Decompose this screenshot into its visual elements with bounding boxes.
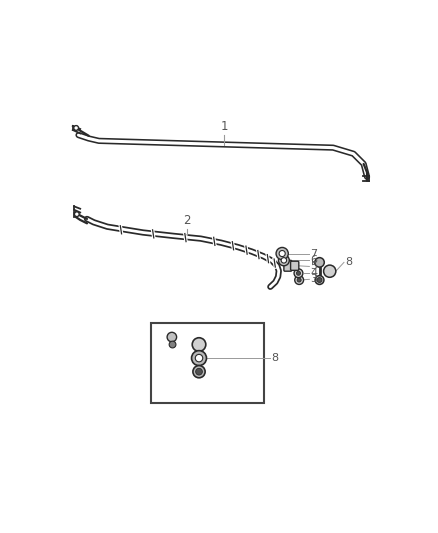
Circle shape bbox=[193, 366, 205, 378]
Circle shape bbox=[315, 257, 324, 267]
Circle shape bbox=[281, 257, 286, 263]
Circle shape bbox=[297, 278, 301, 282]
Circle shape bbox=[169, 341, 176, 348]
Circle shape bbox=[192, 338, 206, 351]
Text: 5: 5 bbox=[310, 262, 317, 271]
Text: 8: 8 bbox=[271, 353, 279, 363]
Circle shape bbox=[276, 247, 288, 260]
Text: 4: 4 bbox=[310, 268, 317, 278]
FancyBboxPatch shape bbox=[284, 260, 292, 271]
Circle shape bbox=[324, 265, 336, 277]
Text: 3: 3 bbox=[310, 274, 317, 284]
Text: 6: 6 bbox=[310, 255, 317, 265]
Text: 2: 2 bbox=[184, 214, 191, 228]
Circle shape bbox=[317, 278, 322, 282]
Circle shape bbox=[74, 212, 79, 216]
Circle shape bbox=[294, 269, 303, 278]
FancyBboxPatch shape bbox=[290, 261, 299, 270]
Circle shape bbox=[195, 354, 203, 362]
Text: 1: 1 bbox=[221, 120, 228, 133]
Circle shape bbox=[196, 368, 202, 375]
Circle shape bbox=[74, 126, 78, 131]
Circle shape bbox=[279, 251, 285, 256]
Circle shape bbox=[315, 276, 324, 285]
Circle shape bbox=[295, 276, 304, 285]
Bar bbox=[152, 324, 264, 403]
Circle shape bbox=[191, 351, 206, 366]
Text: 7: 7 bbox=[310, 248, 317, 259]
Circle shape bbox=[279, 255, 290, 266]
Text: 8: 8 bbox=[345, 257, 352, 266]
Circle shape bbox=[297, 271, 300, 275]
Circle shape bbox=[167, 332, 177, 342]
